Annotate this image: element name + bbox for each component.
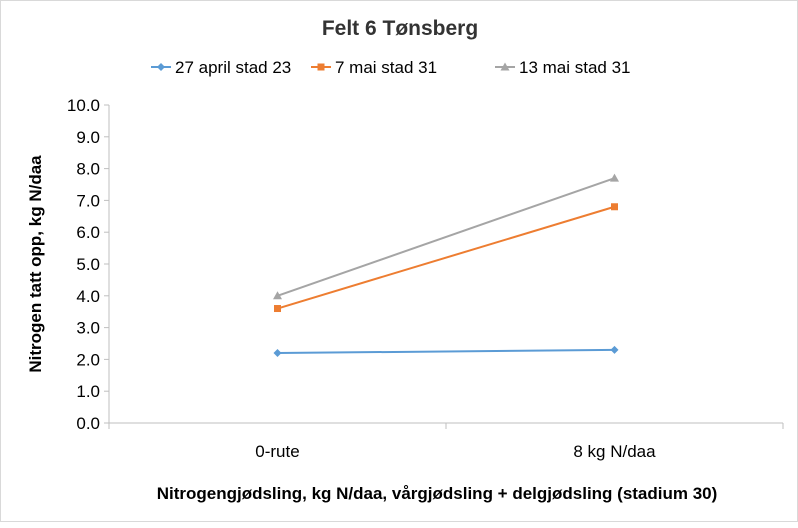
- x-axis-label: Nitrogengjødsling, kg N/daa, vårgjødslin…: [157, 484, 718, 503]
- series-1: [273, 345, 619, 358]
- legend-marker: [317, 63, 325, 71]
- legend: 27 april stad 23 7 mai stad 31 13 mai stad…: [151, 58, 631, 77]
- y-tick-label: 7.0: [76, 191, 100, 210]
- data-point: [611, 203, 618, 211]
- legend-label: 27 april stad 23: [175, 58, 291, 77]
- data-point: [273, 291, 282, 300]
- y-tick-label: 5.0: [76, 255, 100, 274]
- y-tick-label: 4.0: [76, 287, 100, 306]
- data-point: [274, 305, 281, 313]
- series-group: [273, 173, 619, 358]
- series-line: [277, 205, 615, 310]
- chart-title: Felt 6 Tønsberg: [322, 17, 478, 40]
- y-tick-label: 6.0: [76, 223, 100, 242]
- x-axis-ticks: 0-rute 8 kg N/daa: [108, 423, 784, 461]
- legend-item: 27 april stad 23: [151, 58, 291, 77]
- legend-item: 13 mai stad 31: [495, 58, 631, 77]
- legend-item: 7 mai stad 31: [311, 58, 437, 77]
- legend-label: 7 mai stad 31: [335, 58, 437, 77]
- x-tick-label: 8 kg N/daa: [573, 442, 656, 461]
- x-tick-label: 0-rute: [255, 442, 299, 461]
- axes: [108, 105, 783, 424]
- y-tick-label: 1.0: [76, 382, 100, 401]
- data-point: [273, 349, 282, 358]
- y-tick-label: 9.0: [76, 128, 100, 147]
- y-tick-label: 0.0: [76, 414, 100, 433]
- y-tick-label: 2.0: [76, 350, 100, 369]
- legend-marker: [157, 63, 165, 71]
- y-tick-label: 8.0: [76, 160, 100, 179]
- y-tick-label: 10.0: [67, 96, 100, 115]
- series-3: [273, 173, 619, 300]
- y-axis-label: Nitrogen tatt opp, kg N/daa: [26, 155, 45, 373]
- series-line: [277, 177, 615, 297]
- y-axis-ticks: 0.0 1.0 2.0 3.0 4.0 5.0 6.0 7.0 8.0 9.0 10.0: [67, 96, 109, 433]
- data-point: [610, 173, 619, 182]
- series-line: [277, 348, 615, 355]
- data-point: [610, 345, 619, 354]
- legend-label: 13 mai stad 31: [519, 58, 631, 77]
- series-2: [274, 203, 618, 313]
- legend-marker: [500, 62, 510, 71]
- y-tick-label: 3.0: [76, 319, 100, 338]
